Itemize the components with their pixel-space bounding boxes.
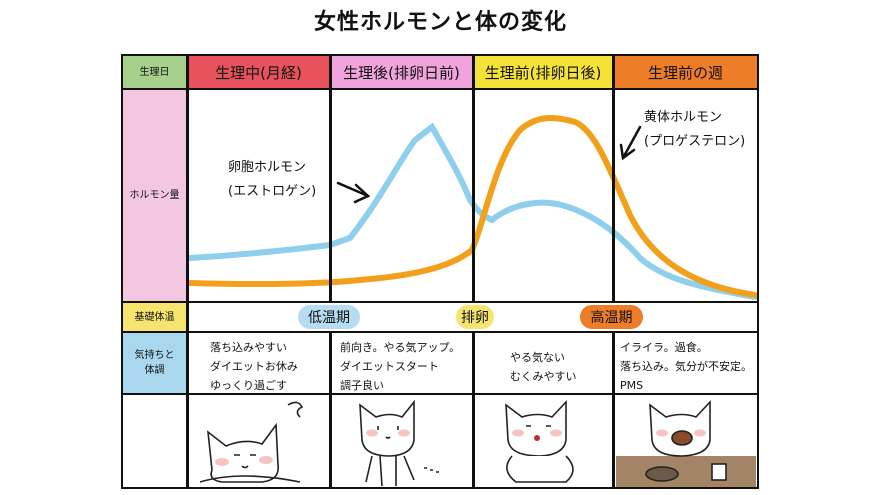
row-label-condition-line2: 体調 [144,365,165,376]
estrogen-label: 卵胞ホルモン (エストロゲン) [228,156,316,204]
condition-text: 落ち込みやすい [210,341,287,354]
grid-line [612,331,615,489]
grid-line [122,331,758,333]
progesterone-label: 黄体ホルモン (プロゲステロン) [644,106,745,154]
low-temp-badge: 低温期 [298,305,360,329]
phase-header-menstruation: 生理中(月経) [187,55,330,89]
progesterone-label-line2: (プロゲステロン) [644,134,746,149]
phase-header-premenstrual: 生理前の週 [613,55,758,89]
grid-line [472,54,475,302]
phase-header-luteal: 生理前(排卵日後) [473,55,613,89]
condition-text: 調子良い [340,379,384,392]
row-label-temperature: 基礎体温 [122,302,187,332]
progesterone-arrow-icon [619,125,642,161]
cat-sitting-illustration [505,399,574,483]
condition-luteal: やる気ない むくみやすい [510,344,610,386]
grid-line [122,393,758,395]
condition-text: PMS [620,379,644,392]
page-title: 女性ホルモンと体の変化 [313,10,567,35]
row-label-condition-line1: 気持ちと [134,350,175,361]
estrogen-label-line2: (エストロゲン) [228,184,317,199]
phase-header-follicular: 生理後(排卵日前) [330,55,473,89]
condition-text: 落ち込み。気分が不安定。 [620,360,752,373]
condition-text: ダイエットスタート [340,360,439,373]
cat-lying-illustration [199,401,304,483]
condition-follicular: 前向き。やる気アップ。 ダイエットスタート 調子良い [340,334,472,395]
grid-line [329,331,332,489]
condition-premenstrual: イライラ。過食。 落ち込み。気分が不安定。 PMS [620,334,758,395]
grid-line [329,54,332,302]
ovulation-badge: 排卵 [456,305,494,329]
row-label-hormone: ホルモン量 [122,89,187,302]
condition-text: ダイエットお休み [210,360,298,373]
condition-text: 前向き。やる気アップ。 [340,341,461,354]
grid-line [472,331,475,489]
grid-line [122,301,758,303]
grid-line [122,88,758,90]
grid-line-right [757,54,759,489]
grid-line [186,54,189,489]
condition-text: やる気ない [510,351,565,364]
condition-text: むくみやすい [510,370,577,383]
condition-text: イライラ。過食。 [620,341,708,354]
row-label-phase: 生理日 [122,55,187,89]
estrogen-arrow-icon [336,181,371,204]
estrogen-label-line1: 卵胞ホルモン [228,160,307,175]
grid-line-left [121,54,123,489]
condition-text: ゆっくり過ごす [210,379,288,392]
grid-line-bottom [122,487,758,489]
row-label-condition: 気持ちと 体調 [122,332,187,394]
cat-walking-illustration [359,399,439,487]
high-temp-badge: 高温期 [580,305,643,329]
grid-line [612,54,615,302]
cat-eating-illustration [616,399,756,488]
progesterone-label-line1: 黄体ホルモン [644,110,723,125]
progesterone-curve [187,115,758,298]
condition-menstruation: 落ち込みやすい ダイエットお休み ゆっくり過ごす [210,334,328,395]
grid-line-top [122,54,758,56]
estrogen-curve [187,122,758,300]
